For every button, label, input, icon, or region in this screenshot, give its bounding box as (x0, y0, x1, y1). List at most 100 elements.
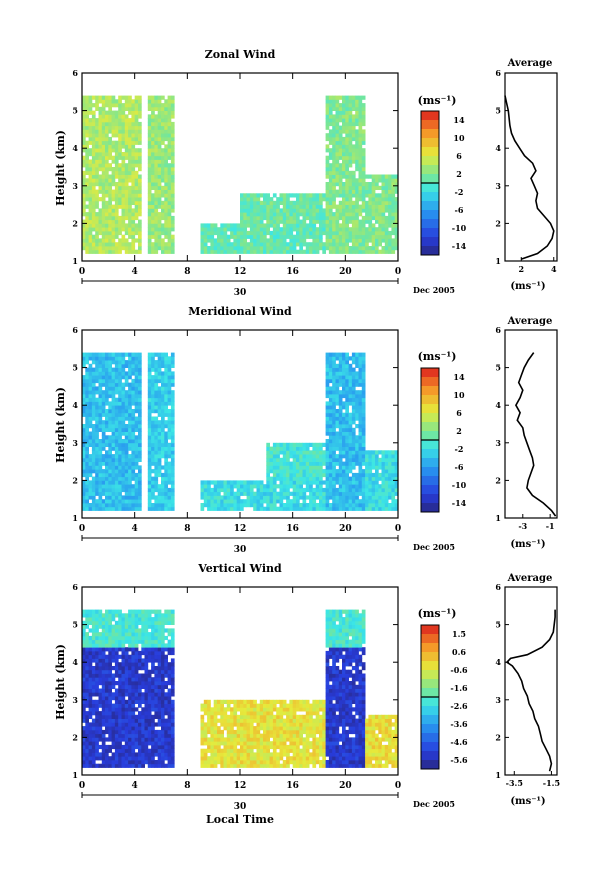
heatmap-cell (355, 133, 359, 138)
heatmap-cell (154, 367, 159, 372)
heatmap-cell (296, 491, 300, 496)
heatmap-cell (236, 223, 241, 228)
heatmap-cell (282, 234, 287, 239)
heatmap-cell (147, 378, 152, 384)
heatmap-cell (105, 152, 109, 157)
heatmap-cell (164, 439, 168, 444)
heatmap-cell (151, 152, 155, 157)
heatmap-cell (141, 722, 145, 727)
heatmap-cell (263, 506, 267, 511)
heatmap-cell (325, 469, 330, 474)
heatmap-cell (213, 484, 218, 489)
heatmap-cell (114, 718, 119, 723)
heatmap-cell (348, 144, 353, 149)
colorbar-band (421, 111, 439, 121)
heatmap-cell (138, 136, 142, 142)
heatmap-cell (276, 472, 280, 478)
heatmap-cell (82, 669, 86, 674)
heatmap-cell (319, 208, 323, 213)
heatmap-cell (328, 200, 333, 205)
heatmap-cell (361, 431, 366, 436)
heatmap-cell (335, 208, 340, 213)
heatmap-cell (230, 495, 234, 500)
heatmap-cell (302, 506, 307, 511)
heatmap-cell (138, 382, 142, 387)
heatmap-cell (384, 454, 389, 459)
heatmap-cell (256, 197, 261, 202)
heatmap-cell (296, 193, 300, 198)
heatmap-cell (121, 215, 126, 221)
heatmap-cell (246, 219, 251, 224)
heatmap-cell (114, 412, 119, 417)
heatmap-cell (338, 182, 343, 187)
heatmap-cell (108, 744, 112, 750)
heatmap-cell (131, 711, 136, 716)
heatmap-cell (338, 457, 343, 462)
heatmap-cell (286, 212, 290, 217)
heatmap-cell (388, 491, 392, 496)
heatmap-cell (111, 696, 116, 701)
heatmap-cell (91, 692, 96, 697)
heatmap-cell (391, 182, 396, 187)
heatmap-cell (361, 416, 366, 421)
heatmap-cell (299, 193, 303, 198)
heatmap-cell (276, 454, 280, 459)
heatmap-cell (266, 238, 270, 243)
heatmap-cell (384, 491, 389, 496)
heatmap-cell (108, 420, 112, 425)
heatmap-cell (388, 215, 392, 221)
heatmap-cell (309, 234, 313, 239)
heatmap-cell (157, 495, 162, 500)
heatmap-cell (121, 673, 126, 678)
heatmap-cell (161, 393, 165, 399)
heatmap-cell (101, 178, 106, 183)
heatmap-cell (131, 121, 136, 127)
heatmap-cell (378, 484, 382, 489)
heatmap-cell (299, 246, 303, 251)
heatmap-cell (118, 465, 122, 470)
heatmap-cell (358, 208, 363, 213)
heatmap-cell (365, 185, 369, 190)
heatmap-cell (134, 397, 139, 402)
heatmap-cell (98, 733, 103, 738)
heatmap-cell (157, 487, 162, 493)
heatmap-cell (200, 491, 205, 496)
heatmap-cell (154, 431, 159, 436)
heatmap-cell (348, 129, 353, 134)
heatmap-cell (138, 506, 142, 511)
heatmap-cell (157, 170, 162, 175)
heatmap-cell (161, 491, 165, 496)
heatmap-cell (164, 204, 168, 209)
heatmap-cell (259, 495, 264, 500)
heatmap-cell (279, 200, 284, 205)
heatmap-cell (118, 677, 122, 682)
heatmap-cell (302, 200, 307, 205)
heatmap-cell (391, 491, 396, 496)
heatmap-cell (259, 227, 264, 232)
heatmap-cell (114, 439, 119, 444)
heatmap-cell (88, 729, 93, 735)
heatmap-cell (375, 476, 379, 481)
heatmap-cell (85, 744, 89, 750)
heatmap-cell (138, 95, 142, 100)
heatmap-cell (134, 409, 139, 414)
heatmap-cell (243, 238, 247, 243)
heatmap-cell (371, 189, 376, 194)
heatmap-cell (328, 178, 333, 183)
heatmap-cell (358, 99, 363, 104)
heatmap-cell (157, 442, 162, 447)
heatmap-cell (256, 246, 261, 251)
heatmap-cell (128, 200, 132, 205)
heatmap-cell (170, 167, 175, 172)
heatmap-cell (157, 446, 162, 451)
heatmap-cell (240, 487, 244, 493)
heatmap-cell (88, 238, 93, 243)
heatmap-cell (342, 155, 346, 160)
heatmap-cell (279, 503, 284, 508)
heatmap-cell (358, 140, 363, 145)
heatmap-cell (289, 215, 294, 221)
heatmap-cell (259, 212, 264, 217)
heatmap-cell (105, 472, 109, 478)
heatmap-cell (114, 722, 119, 727)
heatmap-cell (118, 174, 122, 179)
